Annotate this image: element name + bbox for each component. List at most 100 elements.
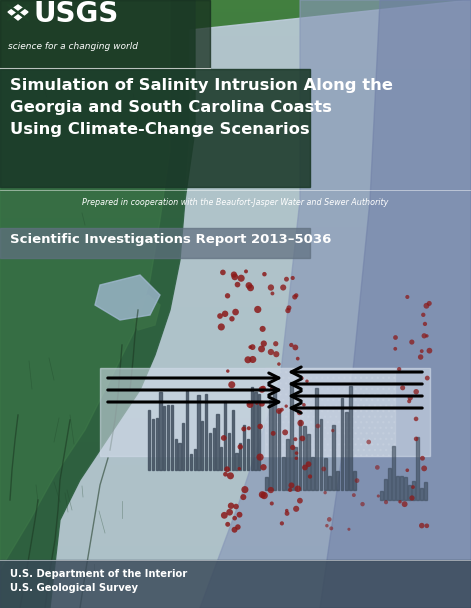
- Point: [246, 342, 254, 352]
- Point: [406, 393, 414, 402]
- Point: [232, 502, 240, 511]
- Point: [231, 513, 238, 523]
- Polygon shape: [50, 0, 471, 608]
- Point: [260, 463, 267, 472]
- Bar: [328, 476, 331, 490]
- Point: [300, 400, 308, 410]
- Point: [391, 344, 399, 354]
- Text: Scientific Investigations Report 2013–5036: Scientific Investigations Report 2013–50…: [10, 233, 332, 246]
- Point: [281, 427, 289, 437]
- Bar: [194, 449, 196, 470]
- Polygon shape: [128, 295, 160, 330]
- Bar: [290, 382, 293, 490]
- Point: [249, 354, 257, 364]
- Bar: [247, 439, 249, 470]
- Point: [219, 268, 227, 277]
- Point: [297, 418, 304, 428]
- Bar: [216, 414, 219, 470]
- Point: [245, 281, 252, 291]
- Point: [254, 305, 261, 314]
- Point: [278, 405, 285, 415]
- Polygon shape: [95, 275, 160, 320]
- Bar: [299, 421, 301, 490]
- Point: [329, 426, 337, 435]
- Point: [236, 464, 243, 474]
- Point: [288, 480, 295, 490]
- Point: [417, 352, 424, 362]
- Bar: [167, 405, 169, 470]
- Point: [222, 469, 229, 479]
- Point: [374, 463, 381, 472]
- Point: [287, 340, 295, 350]
- Point: [240, 492, 247, 502]
- Bar: [228, 433, 230, 470]
- Bar: [197, 395, 200, 470]
- Point: [256, 421, 264, 431]
- Point: [412, 414, 420, 424]
- Point: [289, 443, 296, 452]
- Point: [301, 463, 309, 472]
- Point: [224, 519, 231, 529]
- Point: [423, 521, 430, 531]
- Point: [232, 307, 239, 317]
- Point: [237, 274, 245, 283]
- Point: [240, 424, 248, 434]
- Text: U.S. Geological Survey: U.S. Geological Survey: [10, 583, 138, 593]
- Bar: [100, 368, 430, 456]
- Point: [259, 490, 266, 500]
- Point: [423, 373, 431, 383]
- Point: [283, 506, 291, 516]
- Bar: [205, 393, 207, 470]
- Point: [220, 433, 227, 443]
- Bar: [345, 412, 348, 490]
- Bar: [273, 389, 276, 490]
- Bar: [232, 410, 234, 470]
- Point: [231, 272, 239, 282]
- Point: [245, 423, 252, 433]
- Point: [382, 497, 390, 507]
- Bar: [224, 401, 226, 470]
- Point: [284, 306, 292, 316]
- Bar: [190, 454, 192, 470]
- Bar: [0, 228, 310, 258]
- Bar: [171, 405, 173, 470]
- Bar: [209, 434, 211, 470]
- Text: Georgia and South Carolina Coasts: Georgia and South Carolina Coasts: [10, 100, 332, 115]
- Point: [260, 384, 267, 393]
- Point: [268, 289, 276, 299]
- Text: U.S. Department of the Interior: U.S. Department of the Interior: [10, 569, 187, 579]
- Bar: [182, 423, 185, 470]
- Point: [283, 401, 290, 411]
- Bar: [254, 392, 257, 470]
- Bar: [277, 410, 280, 490]
- Bar: [265, 477, 268, 490]
- Point: [292, 434, 299, 444]
- Point: [408, 337, 415, 347]
- Point: [283, 274, 290, 284]
- Point: [259, 324, 267, 334]
- Point: [246, 399, 254, 409]
- Bar: [186, 390, 188, 470]
- Bar: [212, 428, 215, 470]
- Bar: [384, 478, 387, 500]
- Point: [425, 299, 433, 308]
- Point: [321, 488, 329, 497]
- Point: [275, 406, 283, 416]
- Point: [260, 339, 268, 348]
- Point: [374, 491, 382, 501]
- Point: [401, 499, 408, 509]
- Bar: [155, 418, 158, 470]
- Point: [418, 347, 425, 356]
- Point: [260, 491, 268, 500]
- Point: [220, 511, 228, 520]
- Bar: [286, 439, 289, 490]
- Bar: [324, 458, 326, 490]
- Point: [292, 504, 300, 514]
- Bar: [220, 447, 222, 470]
- Point: [325, 514, 333, 524]
- Point: [234, 522, 242, 532]
- Bar: [179, 443, 180, 470]
- Point: [224, 366, 232, 376]
- Bar: [0, 69, 310, 187]
- Point: [353, 475, 361, 485]
